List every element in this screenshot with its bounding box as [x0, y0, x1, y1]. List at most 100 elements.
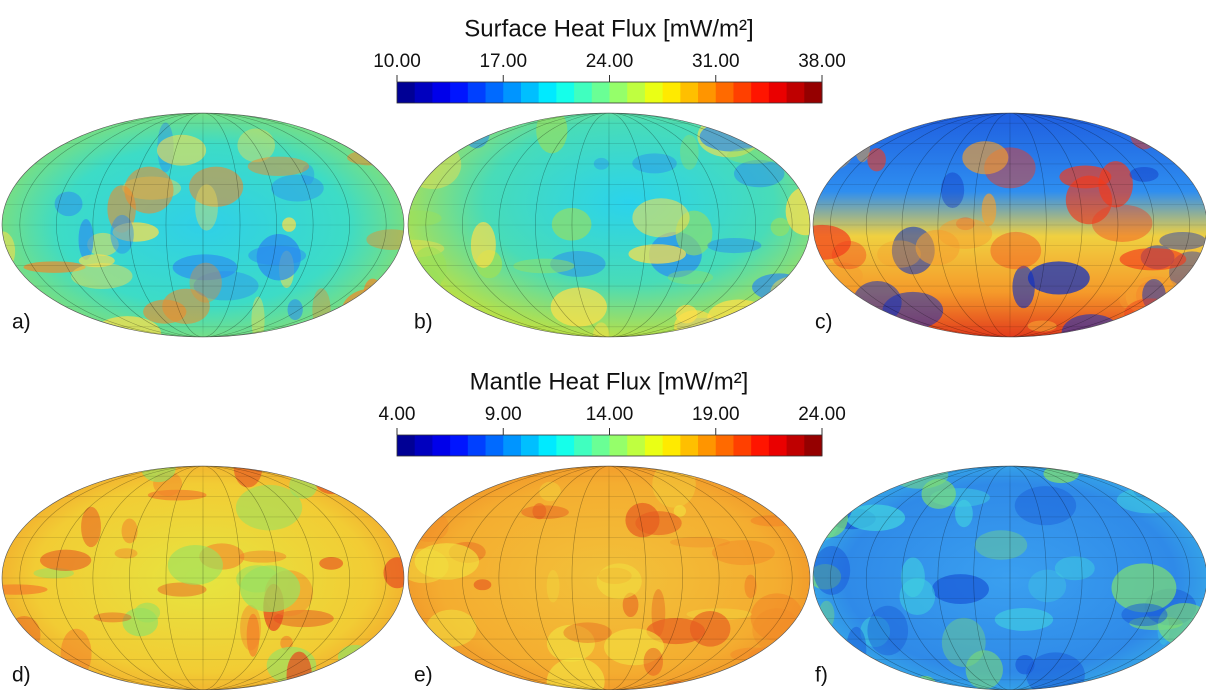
meridian — [19, 466, 387, 690]
map-base — [408, 113, 810, 337]
map-blob — [235, 484, 303, 531]
map-blob — [1061, 314, 1121, 337]
meridian — [129, 113, 277, 337]
colorbar-band — [698, 82, 717, 103]
colorbar-band — [751, 435, 770, 456]
colorbar-tick-label: 14.00 — [586, 404, 634, 425]
meridian — [498, 113, 720, 337]
map-blob — [915, 229, 960, 266]
meridian — [901, 113, 1119, 337]
row-title: Mantle Heat Flux [mW/m²] — [470, 368, 749, 395]
map-blob — [343, 656, 382, 690]
meridian — [92, 466, 314, 690]
map-blob — [920, 328, 935, 337]
colorbar-band — [644, 435, 664, 456]
meridian — [865, 113, 1155, 337]
map-blob — [134, 602, 161, 623]
map-blob — [707, 237, 762, 254]
meridian — [865, 113, 1155, 337]
meridian — [535, 113, 683, 337]
colorbar-band — [733, 82, 752, 103]
meridian — [56, 466, 350, 690]
colorbar-band — [680, 82, 699, 103]
map-blob — [172, 254, 238, 281]
map-blob — [240, 604, 262, 651]
colorbar-band — [662, 82, 681, 103]
map-outline — [407, 465, 811, 690]
map-blob — [110, 214, 134, 254]
meridian — [830, 113, 1190, 337]
colorbar-tick-label: 9.00 — [485, 404, 522, 425]
meridian — [937, 113, 1083, 337]
map-blob — [546, 570, 560, 603]
map-blob — [768, 113, 788, 127]
map-blob — [921, 478, 956, 509]
map-blob — [628, 244, 687, 264]
map-blob — [124, 166, 174, 214]
meridian — [535, 466, 683, 690]
map-base — [2, 113, 404, 337]
colorbar-band — [574, 435, 593, 456]
map-blob — [87, 232, 119, 257]
map-blob — [337, 644, 373, 670]
meridian — [535, 113, 683, 337]
map-blob — [411, 478, 429, 490]
map-blob — [813, 131, 854, 172]
map-blob — [632, 198, 690, 238]
map-blob — [625, 502, 660, 538]
meridian — [498, 113, 720, 337]
colorbar-band — [733, 435, 752, 456]
map-blob — [414, 543, 480, 580]
panel-label: b) — [414, 311, 433, 334]
meridian — [571, 466, 647, 690]
map-blob — [363, 278, 383, 310]
meridian — [425, 466, 793, 690]
labels: Surface Heat Flux [mW/m²] 10.00 17.00 24.00… — [12, 15, 846, 686]
colorbar-tick-label: 38.00 — [798, 51, 846, 72]
map-blob — [1159, 231, 1206, 250]
map-blob — [121, 518, 138, 544]
map-blob — [593, 157, 609, 170]
meridian — [571, 113, 647, 337]
map-blob — [667, 270, 714, 285]
colorbar-band — [503, 435, 522, 456]
map-blob — [78, 219, 94, 260]
meridian — [937, 466, 1083, 690]
meridian — [1009, 113, 1011, 337]
meridian — [865, 466, 1155, 690]
colorbar-band — [520, 82, 540, 103]
map-blob — [770, 275, 810, 309]
map-blob — [414, 136, 432, 151]
colorbar-band — [591, 82, 610, 103]
map-blob — [622, 592, 639, 617]
map-blob — [251, 296, 265, 337]
meridian — [973, 113, 1047, 337]
meridian — [571, 466, 647, 690]
panel-label: f) — [815, 664, 828, 687]
map-blob — [147, 489, 207, 501]
colorbar-band — [467, 435, 487, 456]
map-blob — [752, 273, 807, 301]
map-blob — [408, 210, 442, 227]
map-blob — [643, 647, 663, 676]
map-blob — [71, 263, 133, 289]
meridian — [901, 466, 1119, 690]
meridian — [608, 113, 610, 337]
map-blob — [1129, 166, 1159, 182]
colorbar-band — [467, 82, 487, 103]
meridian — [19, 113, 387, 337]
colorbar-band — [644, 82, 664, 103]
map-blob — [632, 153, 677, 174]
map-blob — [78, 254, 115, 268]
map-blob — [867, 148, 886, 172]
map-blob — [247, 156, 310, 177]
colorbar-band — [574, 82, 593, 103]
colorbar-band — [520, 435, 540, 456]
map — [408, 113, 810, 337]
map-blob — [1027, 320, 1057, 332]
map-blob — [877, 240, 921, 268]
map-blob — [341, 288, 404, 334]
map-blob — [785, 186, 810, 236]
map-blob — [233, 466, 263, 488]
